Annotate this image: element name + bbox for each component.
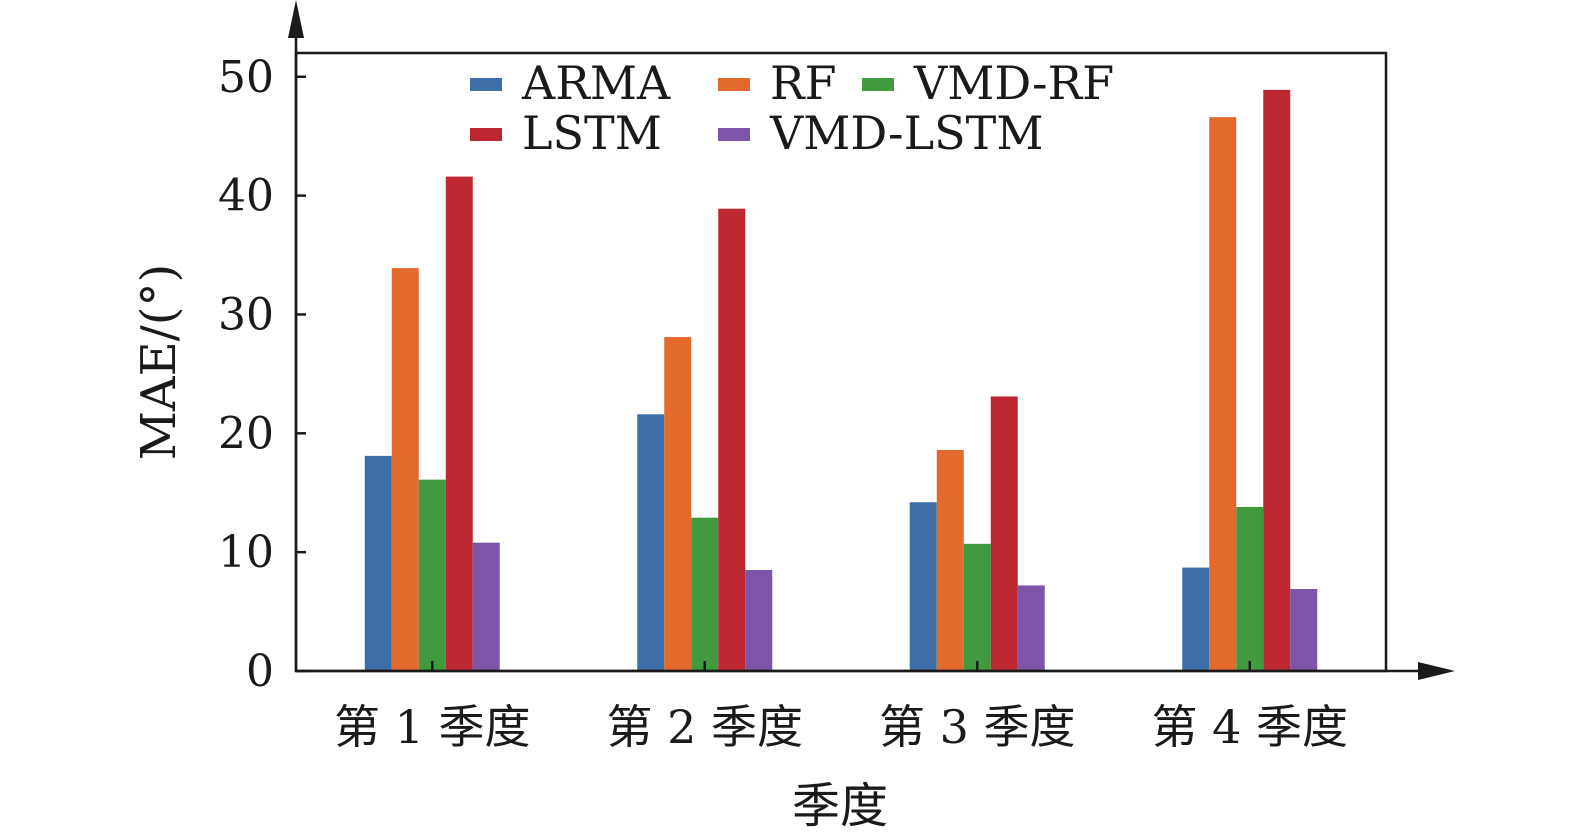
bar-arma-2 [637,414,665,671]
bar-vmd-rf-1 [418,479,446,671]
y-tick-label: 20 [218,408,274,459]
legend-label-lstm: LSTM [522,106,662,160]
x-tick-label: 第 4 季度 [1151,700,1348,754]
legend: ARMA RF VMD-RF LSTM VMD-LSTM [470,56,1114,160]
y-tick-label: 40 [218,171,274,222]
legend-label-vmd-rf: VMD-RF [913,56,1114,110]
x-tick-label: 第 2 季度 [606,700,803,754]
x-axis-title: 季度 [792,778,888,834]
x-tick-label: 第 3 季度 [879,700,1076,754]
bar-rf-4 [1209,117,1237,671]
legend-swatch-vmd-lstm [718,128,750,141]
bar-lstm-1 [445,176,473,671]
bar-vmd-rf-2 [691,517,719,671]
bar-vmd-lstm-4 [1290,588,1318,671]
x-labels-group: 第 1 季度 第 2 季度 第 3 季度 第 4 季度 [334,661,1348,754]
bar-rf-2 [664,337,692,671]
bar-vmd-rf-3 [963,543,991,671]
bar-arma-3 [909,502,937,671]
legend-swatch-rf [718,78,750,91]
legend-swatch-lstm [470,128,502,141]
bar-lstm-3 [990,396,1018,671]
legend-label-vmd-lstm: VMD-LSTM [769,106,1043,160]
bar-lstm-2 [718,208,746,671]
bar-vmd-lstm-3 [1017,585,1045,671]
legend-label-arma: ARMA [521,56,671,110]
y-ticks-group: 0 10 20 30 40 50 [218,52,306,697]
legend-swatch-arma [470,78,502,91]
y-axis-arrow [288,0,304,38]
bar-arma-4 [1182,567,1210,671]
bar-vmd-lstm-1 [472,542,500,671]
y-axis-title: MAE/(°) [131,264,187,460]
legend-label-rf: RF [770,56,837,110]
bar-arma-1 [364,455,392,671]
bar-rf-3 [936,449,964,671]
axes-group [288,0,1455,680]
bars-group [364,89,1318,672]
y-tick-label: 30 [218,289,274,340]
bar-lstm-4 [1263,89,1291,672]
legend-swatch-vmd-rf [862,78,894,91]
bar-vmd-lstm-2 [745,569,773,671]
bar-rf-1 [391,268,419,671]
x-axis-arrow [1418,662,1455,680]
y-tick-label: 10 [218,527,274,578]
y-tick-label: 0 [246,646,274,697]
x-tick-label: 第 1 季度 [334,700,531,754]
bar-vmd-rf-4 [1236,506,1264,671]
y-tick-label: 50 [218,52,274,103]
